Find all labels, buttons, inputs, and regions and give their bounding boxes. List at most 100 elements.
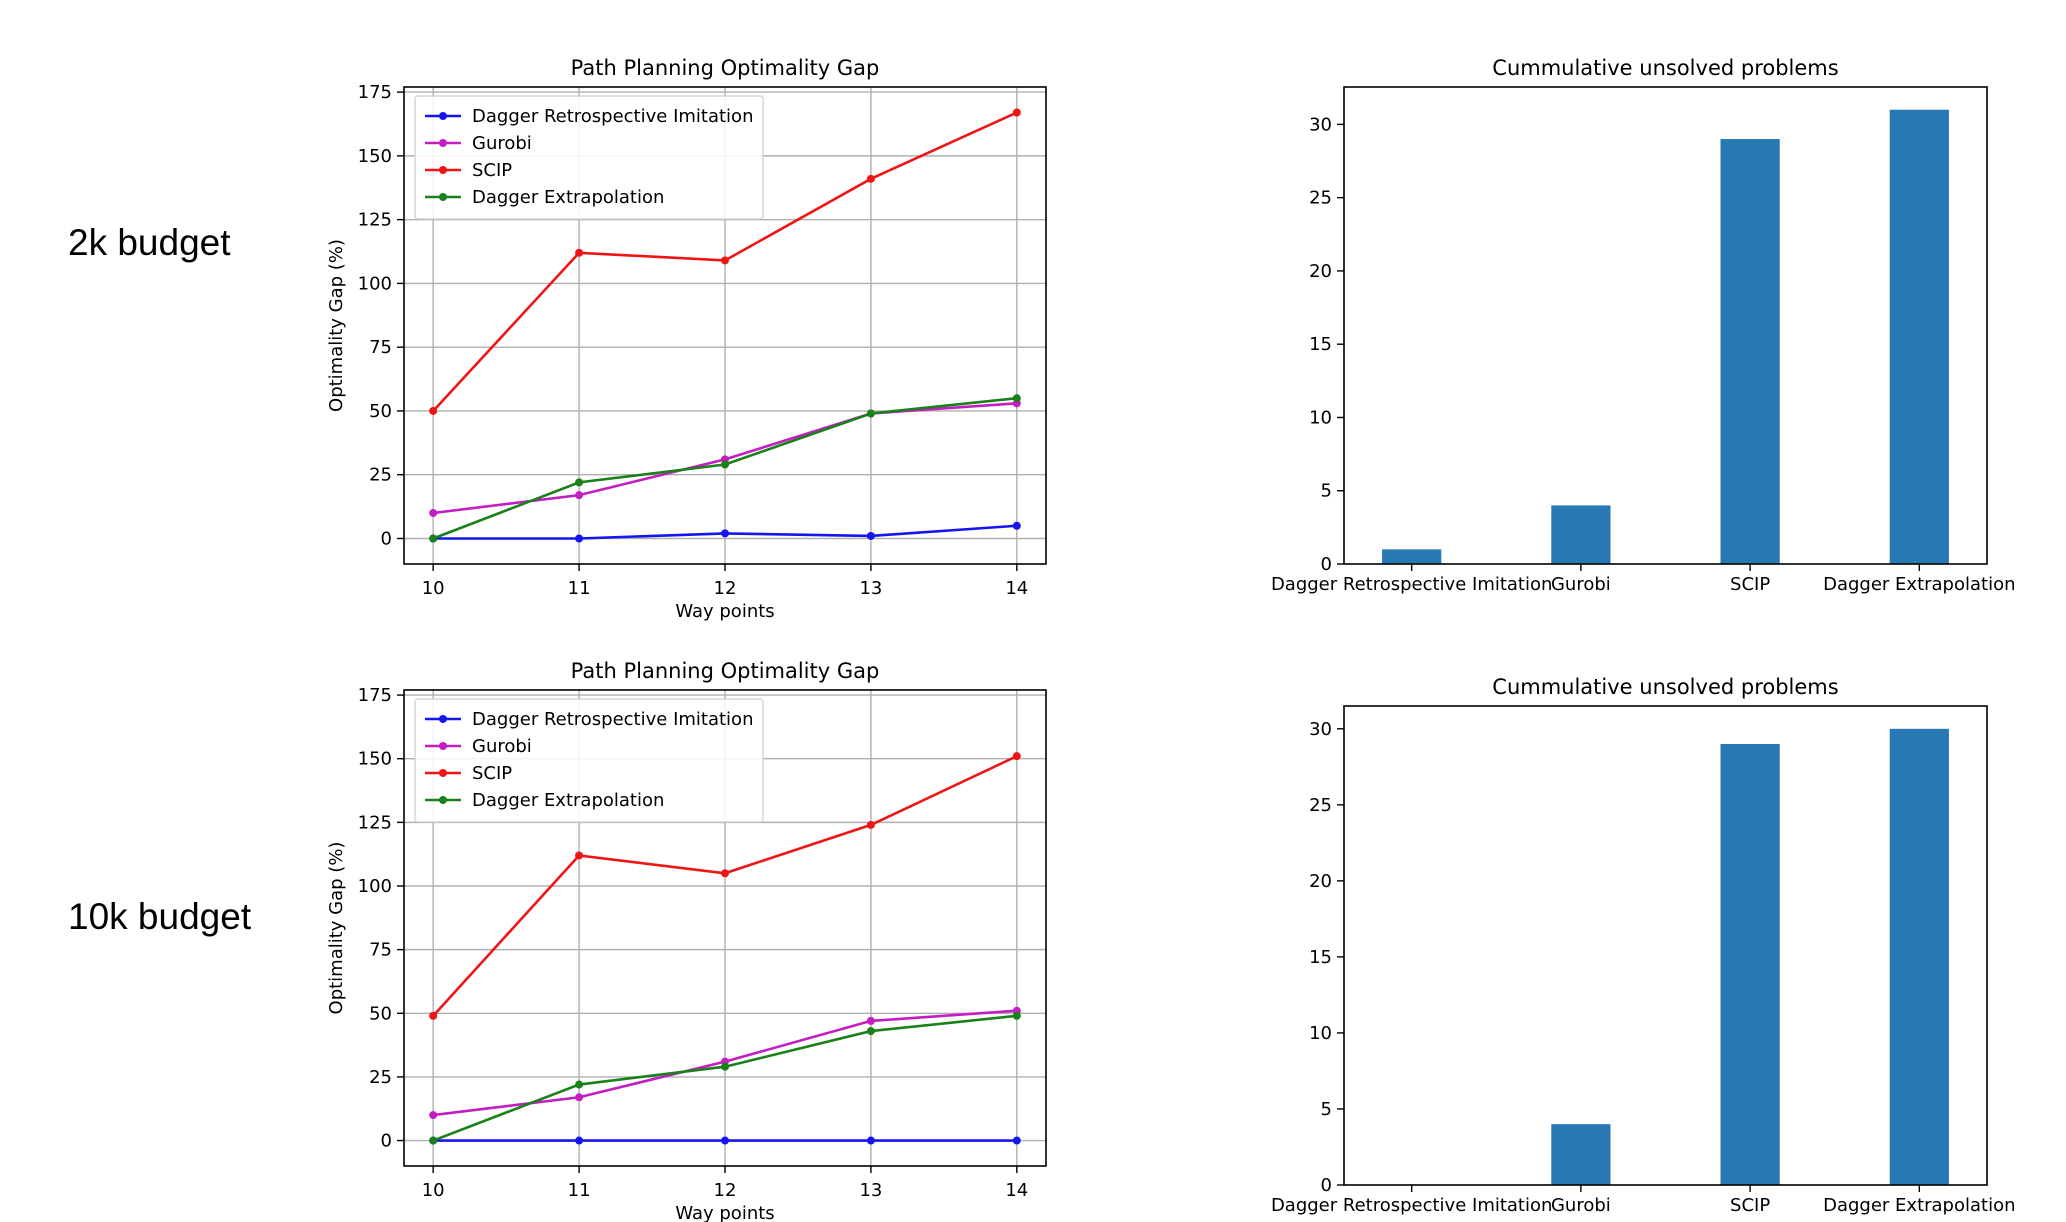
legend-swatch-marker	[439, 742, 447, 750]
bar	[1551, 505, 1611, 564]
data-point	[866, 1136, 875, 1145]
data-point	[721, 529, 729, 538]
data-point	[575, 491, 584, 500]
legend-label: Dagger Retrospective Imitation	[472, 106, 753, 127]
y-tick-label: 20	[1309, 261, 1332, 282]
y-tick-label: 150	[358, 146, 392, 167]
y-tick-label: 30	[1309, 114, 1332, 135]
y-tick-label: 25	[1309, 188, 1332, 209]
legend-box	[414, 95, 764, 220]
legend-swatch-marker	[439, 193, 447, 201]
y-tick-label: 10	[1309, 1023, 1332, 1044]
x-tick-label: Dagger Extrapolation	[1823, 574, 2015, 595]
x-tick-label: 10	[422, 578, 445, 599]
legend-swatch-marker	[439, 166, 447, 174]
legend: Dagger Retrospective Imitation Gurobi SCIP…	[414, 95, 764, 220]
x-tick-label: Gurobi	[1551, 1195, 1611, 1216]
bar	[1382, 549, 1442, 564]
y-tick-label: 0	[1321, 554, 1332, 575]
data-point	[429, 1011, 438, 1020]
x-tick-label: 11	[568, 578, 591, 599]
y-tick-label: 15	[1309, 334, 1332, 355]
y-tick-label: 50	[369, 1003, 392, 1024]
legend-swatch-marker	[439, 769, 447, 777]
y-tick-label: 0	[1321, 1175, 1332, 1196]
data-point	[1012, 1136, 1021, 1145]
x-tick-label: 14	[1005, 1180, 1028, 1201]
data-point	[429, 406, 438, 415]
y-tick-label: 100	[358, 273, 392, 294]
y-tick-label: 75	[369, 940, 392, 961]
data-point	[721, 869, 729, 878]
legend-label: SCIP	[472, 763, 512, 784]
data-point	[575, 851, 584, 860]
data-point	[429, 508, 438, 517]
data-point	[721, 256, 729, 265]
data-point	[866, 820, 875, 829]
y-tick-label: 10	[1309, 407, 1332, 428]
y-tick-label: 20	[1309, 871, 1332, 892]
y-tick-label: 100	[358, 876, 392, 897]
data-point	[866, 409, 875, 418]
y-tick-label: 150	[358, 749, 392, 770]
x-tick-label: 13	[859, 1180, 882, 1201]
y-tick-label: 0	[381, 1131, 392, 1152]
y-tick-label: 175	[358, 82, 392, 103]
bar	[1720, 744, 1780, 1185]
data-point	[1012, 521, 1021, 530]
line-chart-2: 10 11 12 13 14 0 25 50 75 100 125 150 175 Path Planni…	[326, 659, 1047, 1222]
y-tick-label: 175	[358, 685, 392, 706]
data-point	[721, 1136, 729, 1145]
y-tick-label: 25	[369, 1067, 392, 1088]
data-point	[721, 1062, 729, 1071]
x-axis-label: Way points	[675, 601, 774, 622]
legend-swatch-marker	[439, 112, 447, 120]
x-tick-label: SCIP	[1730, 1195, 1770, 1216]
chart-title: Cummulative unsolved problems	[1492, 675, 1838, 699]
legend-label: Dagger Retrospective Imitation	[472, 709, 753, 730]
y-axis-label: Optimality Gap (%)	[326, 842, 347, 1015]
data-point	[429, 1111, 438, 1120]
y-tick-label: 0	[381, 528, 392, 549]
bar	[1551, 1124, 1611, 1185]
y-tick-label: 125	[358, 812, 392, 833]
x-tick-label: 12	[714, 1180, 737, 1201]
y-tick-label: 75	[369, 337, 392, 358]
data-point	[1012, 752, 1021, 761]
data-point	[866, 531, 875, 540]
legend-label: Gurobi	[472, 736, 532, 757]
legend-swatch-marker	[439, 715, 447, 723]
plot-frame	[1343, 705, 1988, 1186]
y-axis-label: Optimality Gap (%)	[326, 239, 347, 412]
y-tick-label: 50	[369, 401, 392, 422]
x-tick-label: SCIP	[1730, 574, 1770, 595]
bar-chart-3: 0 5 10 15 20 25 30 Dagger Retrospective Imitati…	[1271, 675, 2016, 1216]
data-point	[575, 534, 584, 543]
y-tick-label: 5	[1321, 1099, 1332, 1120]
y-tick-label: 25	[1309, 795, 1332, 816]
bar	[1889, 728, 1949, 1185]
x-tick-label: Dagger Retrospective Imitation	[1271, 1195, 1552, 1216]
legend-box	[414, 698, 764, 823]
chart-title: Path Planning Optimality Gap	[571, 56, 880, 80]
data-point	[575, 1093, 584, 1102]
legend-label: Gurobi	[472, 133, 532, 154]
chart-title: Cummulative unsolved problems	[1492, 56, 1838, 80]
data-point	[866, 174, 875, 183]
x-tick-label: Gurobi	[1551, 574, 1611, 595]
y-tick-label: 5	[1321, 481, 1332, 502]
data-point	[429, 1136, 438, 1145]
data-point	[866, 1027, 875, 1036]
data-point	[1012, 394, 1021, 403]
row-label-2k: 2k budget	[68, 222, 231, 263]
bar-chart-1: 0 5 10 15 20 25 30 Dagger Retrospective Imitati…	[1271, 56, 2016, 595]
bar	[1720, 139, 1780, 564]
data-point	[1012, 108, 1021, 117]
data-point	[575, 478, 584, 487]
bar	[1889, 109, 1949, 564]
legend-swatch-marker	[439, 139, 447, 147]
data-point	[866, 1016, 875, 1025]
data-point	[575, 1080, 584, 1089]
legend-swatch-marker	[439, 796, 447, 804]
